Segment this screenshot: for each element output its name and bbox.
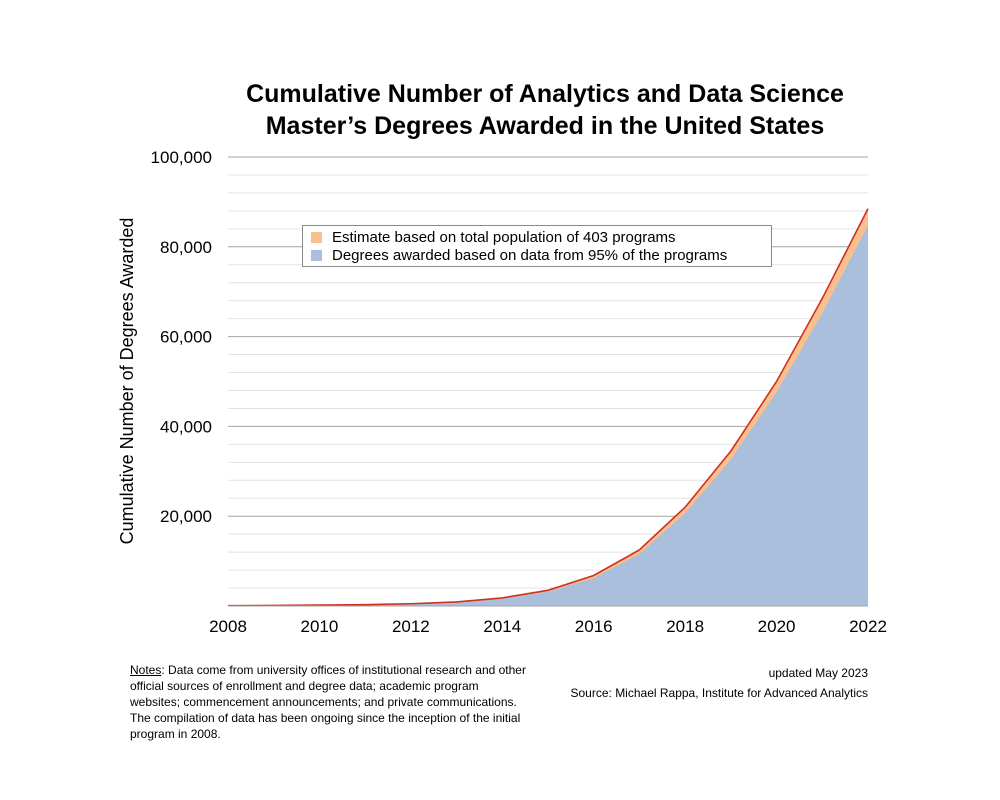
x-tick-label: 2010 bbox=[301, 617, 339, 636]
notes-text: : Data come from university offices of i… bbox=[130, 663, 526, 741]
legend-swatch-estimate bbox=[311, 231, 322, 243]
chart-areas bbox=[227, 208, 869, 607]
legend-item-awarded: Degrees awarded based on data from 95% o… bbox=[311, 246, 763, 264]
y-tick-label: 100,000 bbox=[151, 148, 212, 167]
x-tick-label: 2018 bbox=[666, 617, 704, 636]
x-tick-label: 2016 bbox=[575, 617, 613, 636]
notes: Notes: Data come from university offices… bbox=[130, 662, 530, 742]
x-tick-label: 2020 bbox=[758, 617, 796, 636]
chart-title: Cumulative Number of Analytics and Data … bbox=[200, 78, 890, 142]
chart-title-line-2: Master’s Degrees Awarded in the United S… bbox=[265, 112, 825, 140]
y-tick-label: 40,000 bbox=[160, 417, 212, 436]
area-awarded bbox=[228, 225, 868, 607]
y-tick-label: 20,000 bbox=[160, 507, 212, 526]
x-tick-label: 2022 bbox=[849, 617, 887, 636]
notes-heading: Notes bbox=[130, 663, 162, 677]
legend-label-estimate: Estimate based on total population of 40… bbox=[332, 228, 676, 246]
y-tick-label: 60,000 bbox=[160, 328, 212, 347]
x-tick-label: 2008 bbox=[209, 617, 247, 636]
x-axis-tick-labels: 2008 2010 2012 2014 2016 2018 2020 2022 bbox=[209, 617, 887, 636]
source-credit: Source: Michael Rappa, Institute for Adv… bbox=[570, 686, 869, 700]
y-axis-tick-labels: 20,000 40,000 60,000 80,000 100,000 bbox=[151, 148, 212, 526]
y-axis-label: Cumulative Number of Degrees Awarded bbox=[117, 218, 137, 545]
updated-date: updated May 2023 bbox=[768, 666, 868, 680]
x-tick-label: 2014 bbox=[483, 617, 521, 636]
chart-title-line-1: Cumulative Number of Analytics and Data … bbox=[246, 80, 844, 108]
estimate-line bbox=[227, 208, 869, 607]
x-tick-label: 2012 bbox=[392, 617, 430, 636]
y-tick-label: 80,000 bbox=[160, 238, 212, 257]
legend-swatch-awarded bbox=[311, 249, 322, 261]
legend-item-estimate: Estimate based on total population of 40… bbox=[311, 228, 763, 246]
legend-label-awarded: Degrees awarded based on data from 95% o… bbox=[332, 246, 728, 264]
legend: Estimate based on total population of 40… bbox=[302, 225, 772, 267]
